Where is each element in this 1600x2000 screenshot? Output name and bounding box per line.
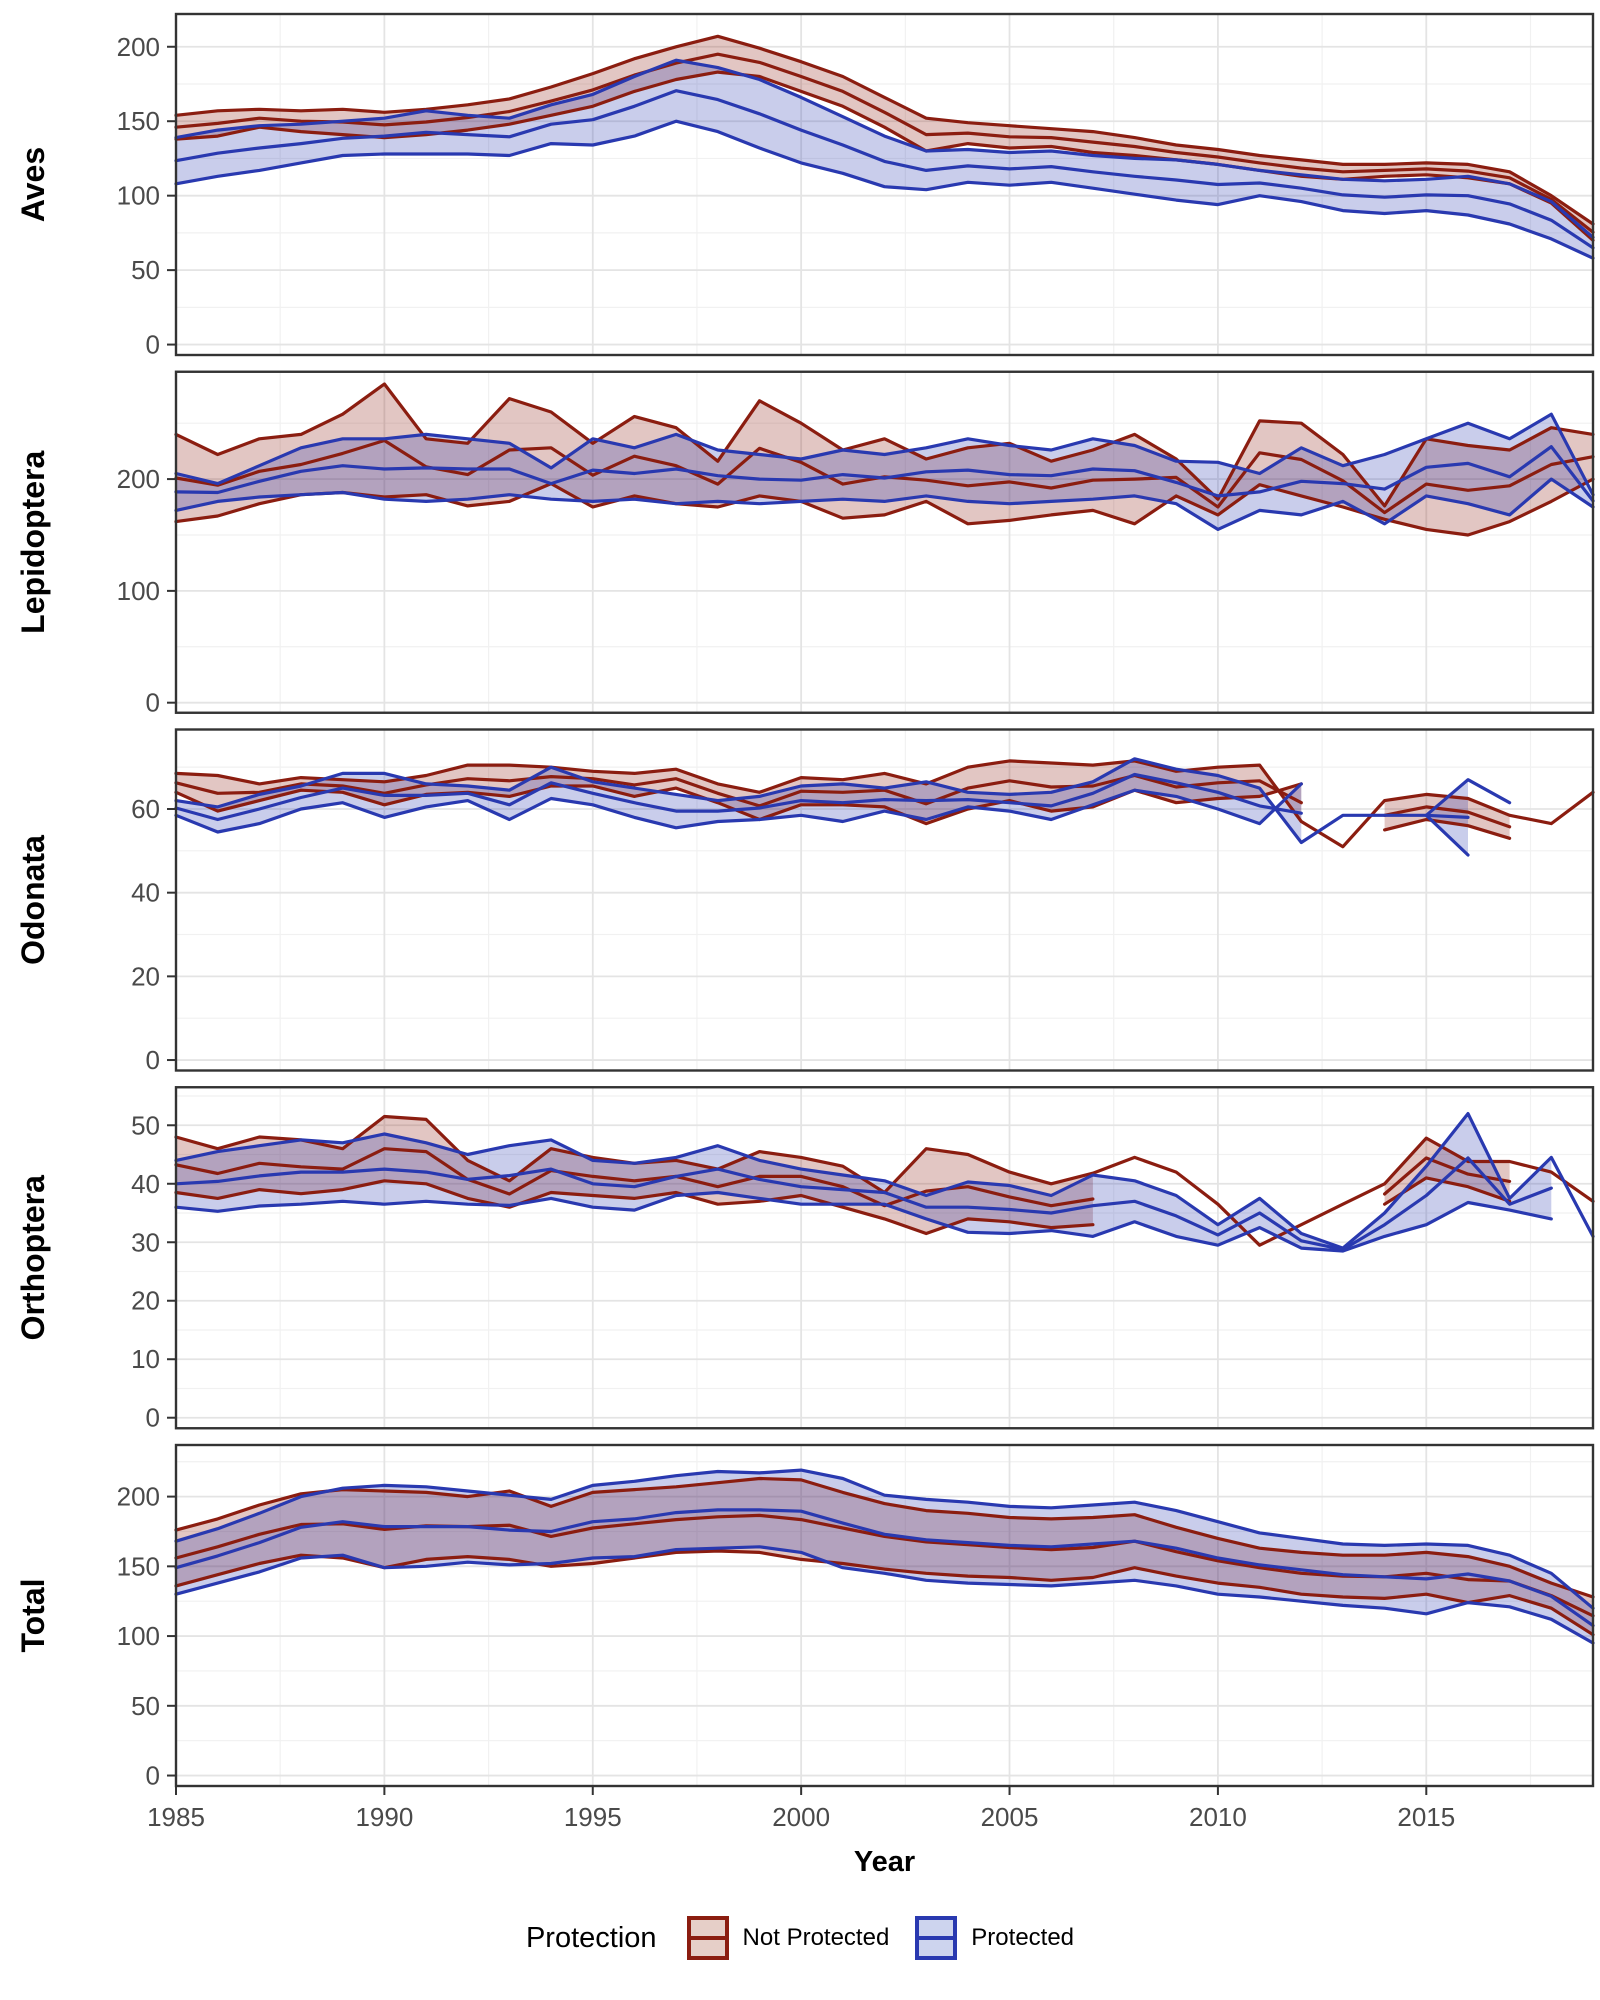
facet-label-orthoptera: Orthoptera — [15, 1175, 51, 1341]
x-tick-label: 1995 — [564, 1802, 622, 1832]
x-tick-label: 2005 — [981, 1802, 1039, 1832]
mean-line-not-protected — [1383, 1156, 1512, 1196]
ribbon-protected — [176, 60, 1593, 259]
lower-line-protected — [174, 1190, 1553, 1253]
x-axis-title: Year — [853, 1846, 916, 1878]
mean-line-not-protected — [174, 52, 1595, 234]
y-tick-label: 20 — [131, 1286, 160, 1316]
mean-line-protected — [174, 445, 1595, 503]
mean-line-not-protected — [1383, 805, 1512, 829]
y-tick-label: 100 — [117, 1621, 160, 1651]
x-tick-label: 1990 — [355, 1802, 413, 1832]
y-tick-label: 100 — [117, 576, 160, 606]
panel-total: 0 50 100 150 200 Total 1985 1990 1995 2000 2005 201… — [15, 1443, 1595, 1832]
mean-line-protected — [174, 89, 1595, 250]
not-protected-key-line — [690, 1936, 725, 1940]
y-tick-label: 50 — [131, 255, 160, 285]
legend-item-protected: Protected — [915, 1916, 1074, 1960]
ribbon-protected — [176, 1470, 1593, 1643]
legend-label-not-protected: Not Protected — [742, 1924, 890, 1951]
lower-line-protected — [174, 782, 1303, 834]
panel-aves: 0 50 100 150 200 Aves — [15, 12, 1595, 360]
lower-line-not-protected — [174, 1179, 1095, 1236]
y-tick-label: 50 — [131, 1110, 160, 1140]
y-tick-label: 0 — [146, 688, 160, 718]
y-tick-label: 40 — [131, 1169, 160, 1199]
panel-odonata: 0 20 40 60 Odonata — [15, 728, 1595, 1075]
lower-line-protected — [174, 1545, 1595, 1645]
protected-key-swatch — [915, 1916, 958, 1960]
panel-orthoptera: 0 10 20 30 40 50 Orthoptera — [15, 1086, 1595, 1433]
y-tick-label: 0 — [146, 1403, 160, 1433]
y-tick-label: 150 — [117, 106, 160, 136]
ribbon-not-protected — [176, 1478, 1593, 1635]
panel-border — [174, 12, 1595, 357]
lower-line-not-protected — [1383, 817, 1512, 840]
x-tick-label: 2010 — [1189, 1802, 1247, 1832]
legend-label-protected: Protected — [971, 1924, 1075, 1951]
upper-line-protected — [174, 1112, 1595, 1250]
y-tick-label: 0 — [146, 330, 160, 360]
y-tick-label: 200 — [117, 1482, 160, 1512]
y-tick-label: 0 — [146, 1045, 160, 1075]
legend: Protection Not Protected Protected — [0, 1916, 1600, 1960]
facet-label-odonata: Odonata — [15, 835, 51, 965]
y-tick-label: 100 — [117, 181, 160, 211]
mean-line-protected — [174, 772, 1303, 822]
upper-line-protected — [174, 1468, 1595, 1610]
legend-title: Protection — [525, 1921, 657, 1954]
legend-item-not-protected: Not Protected — [686, 1916, 890, 1960]
x-tick-label: 1985 — [147, 1802, 205, 1832]
lower-line-protected — [174, 119, 1595, 260]
upper-line-not-protected — [174, 382, 1595, 508]
lower-line-protected — [1424, 813, 1470, 857]
y-tick-label: 200 — [117, 464, 160, 494]
y-tick-label: 40 — [131, 878, 160, 908]
panel-border — [174, 1086, 1595, 1430]
upper-line-protected — [174, 58, 1595, 239]
mean-line-protected — [174, 1156, 1553, 1252]
not-protected-key-swatch — [686, 1916, 729, 1960]
x-tick-label: 2000 — [772, 1802, 830, 1832]
y-tick-label: 60 — [131, 794, 160, 824]
facet-label-lepidoptera: Lepidoptera — [15, 450, 51, 633]
panel-border — [174, 1443, 1595, 1788]
ribbon-protected — [176, 1113, 1552, 1251]
y-tick-label: 30 — [131, 1227, 160, 1257]
protected-key-line — [919, 1936, 954, 1940]
y-tick-label: 0 — [146, 1761, 160, 1791]
y-tick-label: 150 — [117, 1551, 160, 1581]
ribbon-not-protected — [1384, 1138, 1510, 1205]
y-tick-label: 10 — [131, 1344, 160, 1374]
x-tick-label: 2015 — [1397, 1802, 1455, 1832]
facet-label-aves: Aves — [15, 147, 51, 222]
upper-line-protected — [174, 757, 1512, 845]
y-tick-label: 20 — [131, 961, 160, 991]
upper-line-not-protected — [174, 34, 1595, 226]
ribbon-not-protected — [176, 760, 1302, 824]
upper-line-not-protected — [174, 1476, 1595, 1599]
upper-line-protected — [174, 412, 1595, 497]
facet-label-total: Total — [15, 1578, 51, 1652]
ribbon-not-protected — [176, 384, 1593, 535]
y-tick-label: 50 — [131, 1691, 160, 1721]
lower-line-not-protected — [174, 477, 1595, 537]
y-tick-label: 200 — [117, 32, 160, 62]
lower-line-not-protected — [174, 1549, 1595, 1637]
mean-line-protected — [1424, 813, 1470, 819]
upper-line-not-protected — [174, 759, 1595, 849]
lower-line-protected — [174, 477, 1595, 531]
panel-lepidoptera: 0 100 200 Lepidoptera — [15, 370, 1595, 718]
mean-line-protected — [174, 1508, 1595, 1628]
panel-border — [174, 728, 1595, 1072]
panel-border — [174, 370, 1595, 714]
